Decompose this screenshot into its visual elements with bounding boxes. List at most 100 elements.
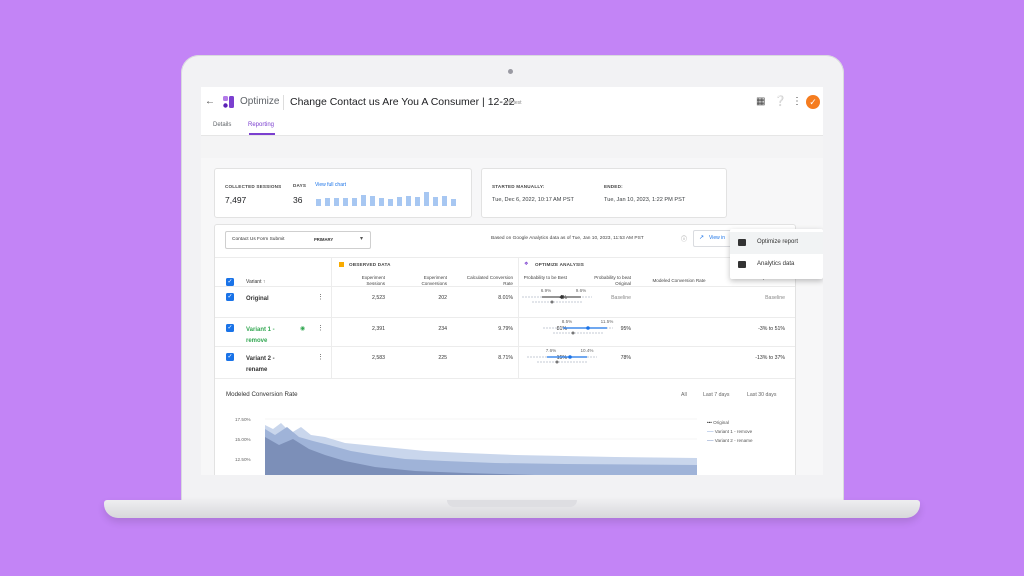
daily-session-bar <box>343 197 348 206</box>
ytick-label: 15.00% <box>235 437 251 442</box>
daily-session-bar <box>433 197 438 206</box>
open-in-new-icon: ↗ <box>699 235 705 241</box>
menu-item-optimize-report[interactable]: Optimize report <box>730 232 823 254</box>
variant-column-header[interactable]: Variant ↑ <box>246 279 266 285</box>
variant-menu-icon[interactable]: ⋮ <box>317 354 324 361</box>
cell-conversions: 202 <box>438 295 447 301</box>
variant-menu-icon[interactable]: ⋮ <box>317 294 324 301</box>
screen: ← Optimize Change Contact us Are You A C… <box>201 87 823 475</box>
leader-icon: ◉ <box>300 326 306 332</box>
ci-low-label: 6.9% <box>540 288 552 293</box>
cell-conversions: 234 <box>438 326 447 332</box>
variant-checkbox[interactable]: ✓ <box>226 324 234 332</box>
cell-sessions: 2,523 <box>372 295 385 301</box>
daily-session-bar <box>442 196 447 206</box>
results-card: Contact Us Form Submit PRIMARY ▾ Based o… <box>214 224 796 475</box>
variant-checkbox[interactable]: ✓ <box>226 353 234 361</box>
ci-low-label: 7.6% <box>545 348 557 353</box>
started-label: STARTED MANUALLY: <box>492 184 545 189</box>
col-sessions[interactable]: Experiment Sessions <box>361 275 385 286</box>
cell-rate: 8.01% <box>498 295 513 301</box>
sessions-card: COLLECTED SESSIONS 7,497 DAYS 36 View fu… <box>214 168 472 218</box>
table-bottom-rule <box>215 378 795 379</box>
variant-2-band <box>265 427 697 475</box>
ci-high-label: 9.6% <box>575 288 587 293</box>
daily-session-bar <box>415 197 420 206</box>
row-rule <box>215 317 795 318</box>
chevron-down-icon: ▾ <box>360 236 364 242</box>
variant-name[interactable]: Variant 2 - rename <box>246 356 275 373</box>
col-best[interactable]: Probability to be Best <box>523 275 567 280</box>
header-band <box>201 136 823 158</box>
modeled-chart-title: Modeled Conversion Rate <box>226 391 298 398</box>
help-icon[interactable]: ❔ <box>774 96 787 107</box>
back-arrow-icon[interactable]: ← <box>205 96 215 107</box>
laptop-notch <box>447 500 577 507</box>
col-beat[interactable]: Probability to beat Original <box>594 275 631 286</box>
title-divider <box>283 95 284 110</box>
col-modeled-rate[interactable]: Modeled Conversion Rate <box>652 278 706 283</box>
ended-value: Tue, Jan 10, 2023, 1:22 PM PST <box>604 197 686 203</box>
daily-session-bar <box>379 197 384 206</box>
cell-beat: Baseline <box>611 295 631 301</box>
more-vert-icon[interactable]: ⋮ <box>792 96 802 107</box>
cell-sessions: 2,583 <box>372 355 385 361</box>
ci-interval-mark <box>543 326 613 335</box>
top-bar: ← Optimize Change Contact us Are You A C… <box>201 87 823 117</box>
legend: ••• Original ── Variant 1 - remove ── Va… <box>707 420 753 447</box>
active-tab-indicator <box>249 133 275 135</box>
report-content: COLLECTED SESSIONS 7,497 DAYS 36 View fu… <box>201 158 823 475</box>
view-in-label: View in <box>709 235 726 241</box>
range-last-7-days[interactable]: Last 7 days <box>703 392 730 398</box>
ci-high-label: 10.4% <box>580 348 594 353</box>
variant-name[interactable]: Original <box>246 296 269 302</box>
variant-checkbox[interactable]: ✓ <box>226 293 234 301</box>
daily-session-bar <box>388 198 393 206</box>
daily-session-bar <box>316 199 321 206</box>
range-all[interactable]: All <box>681 392 687 398</box>
variant-menu-icon[interactable]: ⋮ <box>317 325 324 332</box>
apps-grid-icon[interactable]: ▦ <box>756 96 766 107</box>
info-icon[interactable]: ⓘ <box>681 237 688 243</box>
range-last-30-days[interactable]: Last 30 days <box>747 392 777 398</box>
daily-session-bar <box>406 195 411 206</box>
legend-item-original: ••• Original <box>707 420 729 425</box>
experiment-type: A/B test <box>504 100 522 106</box>
camera-icon <box>508 69 513 74</box>
sessions-value: 7,497 <box>225 195 247 205</box>
col-rate[interactable]: Calculated Conversion Rate <box>466 275 513 286</box>
cell-rate: 8.71% <box>498 355 513 361</box>
ci-interval-mark <box>527 355 597 364</box>
tabs: Details Reporting <box>201 117 823 136</box>
analytics-icon <box>738 261 746 268</box>
objective-select[interactable]: Contact Us Form Submit PRIMARY ▾ <box>225 231 371 249</box>
row-rule <box>215 346 795 347</box>
col-conversions[interactable]: Experiment Conversions <box>421 275 447 286</box>
ytick-label: 12.50% <box>235 457 251 462</box>
daily-sessions-bars <box>316 191 466 206</box>
started-value: Tue, Dec 6, 2022, 10:17 AM PST <box>492 197 574 203</box>
select-all-checkbox[interactable]: ✓ <box>226 278 234 286</box>
cell-sessions: 2,391 <box>372 326 385 332</box>
tab-details[interactable]: Details <box>213 122 232 128</box>
cell-best: 15% <box>556 355 567 361</box>
cell-rate: 9.79% <box>498 326 513 332</box>
laptop-base <box>104 500 920 518</box>
ci-low-label: 8.5% <box>561 319 573 324</box>
objective-name: Contact Us Form Submit <box>232 237 285 242</box>
table-top-rule <box>215 257 795 258</box>
days-label: DAYS <box>293 183 307 188</box>
daily-session-bar <box>334 197 339 206</box>
daily-session-bar <box>352 197 357 206</box>
optimize-logo-icon <box>223 96 234 108</box>
avatar[interactable]: ✓ <box>806 95 820 109</box>
menu-item-analytics-data[interactable]: Analytics data <box>730 254 823 276</box>
variant-name[interactable]: Variant 1 - remove <box>246 327 275 344</box>
optimize-analysis-header: OPTIMIZE ANALYSIS <box>535 262 585 267</box>
legend-item-variant-2: ── Variant 2 - rename <box>707 438 753 443</box>
view-full-chart-link[interactable]: View full chart <box>315 182 347 188</box>
tab-reporting[interactable]: Reporting <box>248 122 275 128</box>
objective-badge: PRIMARY <box>314 237 334 242</box>
ytick-label: 17.50% <box>235 417 251 422</box>
daily-session-bar <box>361 194 366 206</box>
